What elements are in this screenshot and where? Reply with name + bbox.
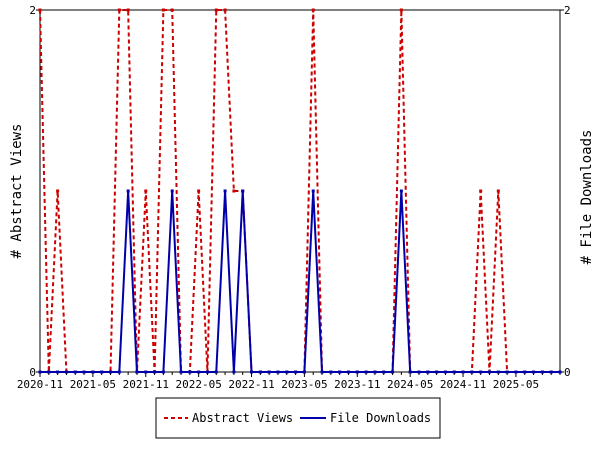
data-point: [461, 370, 465, 374]
data-point: [329, 370, 333, 374]
data-point: [496, 189, 500, 193]
data-point: [144, 189, 148, 193]
data-point: [223, 189, 227, 193]
data-point: [232, 370, 236, 374]
data-point: [267, 370, 271, 374]
data-point: [109, 370, 113, 374]
data-point: [117, 8, 121, 12]
x-tick-label: 2023-11: [334, 378, 380, 391]
data-point: [276, 370, 280, 374]
data-point: [241, 189, 245, 193]
data-point: [47, 370, 51, 374]
data-point: [558, 370, 562, 374]
data-point: [214, 370, 218, 374]
y-left-tick-label: 2: [29, 4, 36, 17]
data-point: [294, 370, 298, 374]
x-tick-label: 2020-11: [17, 378, 63, 391]
series-lines: [38, 8, 562, 374]
data-point: [532, 370, 536, 374]
data-point: [505, 370, 509, 374]
data-point: [153, 370, 157, 374]
data-point: [170, 8, 174, 12]
data-point: [117, 370, 121, 374]
y-axis-left-title: # Abstract Views: [9, 124, 25, 259]
data-point: [443, 370, 447, 374]
data-point: [496, 370, 500, 374]
data-point: [408, 370, 412, 374]
data-point: [399, 189, 403, 193]
data-point: [338, 370, 342, 374]
data-point: [161, 370, 165, 374]
data-point: [382, 370, 386, 374]
data-point: [64, 370, 68, 374]
data-point: [73, 370, 77, 374]
data-point: [179, 370, 183, 374]
x-tick-label: 2021-11: [123, 378, 169, 391]
data-point: [391, 370, 395, 374]
data-point: [250, 370, 254, 374]
y-axis-ticks: 0 2 0 2: [29, 4, 570, 379]
data-point: [523, 370, 527, 374]
x-tick-label: 2025-05: [493, 378, 539, 391]
data-point: [38, 8, 42, 12]
legend: Abstract Views File Downloads: [155, 397, 441, 439]
legend-label-file-downloads: File Downloads: [330, 411, 431, 425]
data-point: [346, 370, 350, 374]
data-point: [126, 8, 130, 12]
y-right-tick-label: 2: [564, 4, 571, 17]
data-point: [126, 189, 130, 193]
data-point: [285, 370, 289, 374]
data-point: [426, 370, 430, 374]
data-point: [135, 370, 139, 374]
data-point: [417, 370, 421, 374]
data-point: [302, 370, 306, 374]
data-point: [311, 8, 315, 12]
data-point: [188, 370, 192, 374]
data-point: [373, 370, 377, 374]
data-point: [38, 370, 42, 374]
data-point: [56, 189, 60, 193]
data-point: [540, 370, 544, 374]
data-point: [100, 370, 104, 374]
x-tick-label: 2022-05: [175, 378, 221, 391]
data-point: [258, 370, 262, 374]
data-point: [479, 189, 483, 193]
data-point: [470, 370, 474, 374]
legend-label-abstract-views: Abstract Views: [192, 411, 293, 425]
data-point: [479, 370, 483, 374]
y-right-tick-label: 0: [564, 366, 571, 379]
data-point: [435, 370, 439, 374]
x-tick-label: 2022-11: [228, 378, 274, 391]
x-axis-tick-labels: 2020-11 2021-05 2021-11 2022-05 2022-11 2023-…: [17, 378, 539, 391]
data-point: [197, 370, 201, 374]
x-tick-label: 2023-05: [281, 378, 327, 391]
data-point: [364, 370, 368, 374]
data-point: [56, 370, 60, 374]
x-tick-label: 2021-05: [70, 378, 116, 391]
data-point: [144, 370, 148, 374]
data-point: [223, 8, 227, 12]
legend-box: [155, 397, 441, 439]
data-point: [311, 189, 315, 193]
data-point: [82, 370, 86, 374]
data-point: [197, 189, 201, 193]
data-point: [399, 8, 403, 12]
data-point: [549, 370, 553, 374]
data-point: [514, 370, 518, 374]
data-point: [355, 370, 359, 374]
data-point: [91, 370, 95, 374]
data-point: [205, 370, 209, 374]
y-left-tick-label: 0: [29, 366, 36, 379]
data-point: [161, 8, 165, 12]
data-point: [232, 189, 236, 193]
data-point: [170, 189, 174, 193]
x-tick-label: 2024-05: [387, 378, 433, 391]
data-point: [452, 370, 456, 374]
x-tick-label: 2024-11: [440, 378, 486, 391]
data-point: [214, 8, 218, 12]
data-point: [487, 370, 491, 374]
data-point: [320, 370, 324, 374]
y-axis-right-title: # File Downloads: [579, 130, 595, 265]
